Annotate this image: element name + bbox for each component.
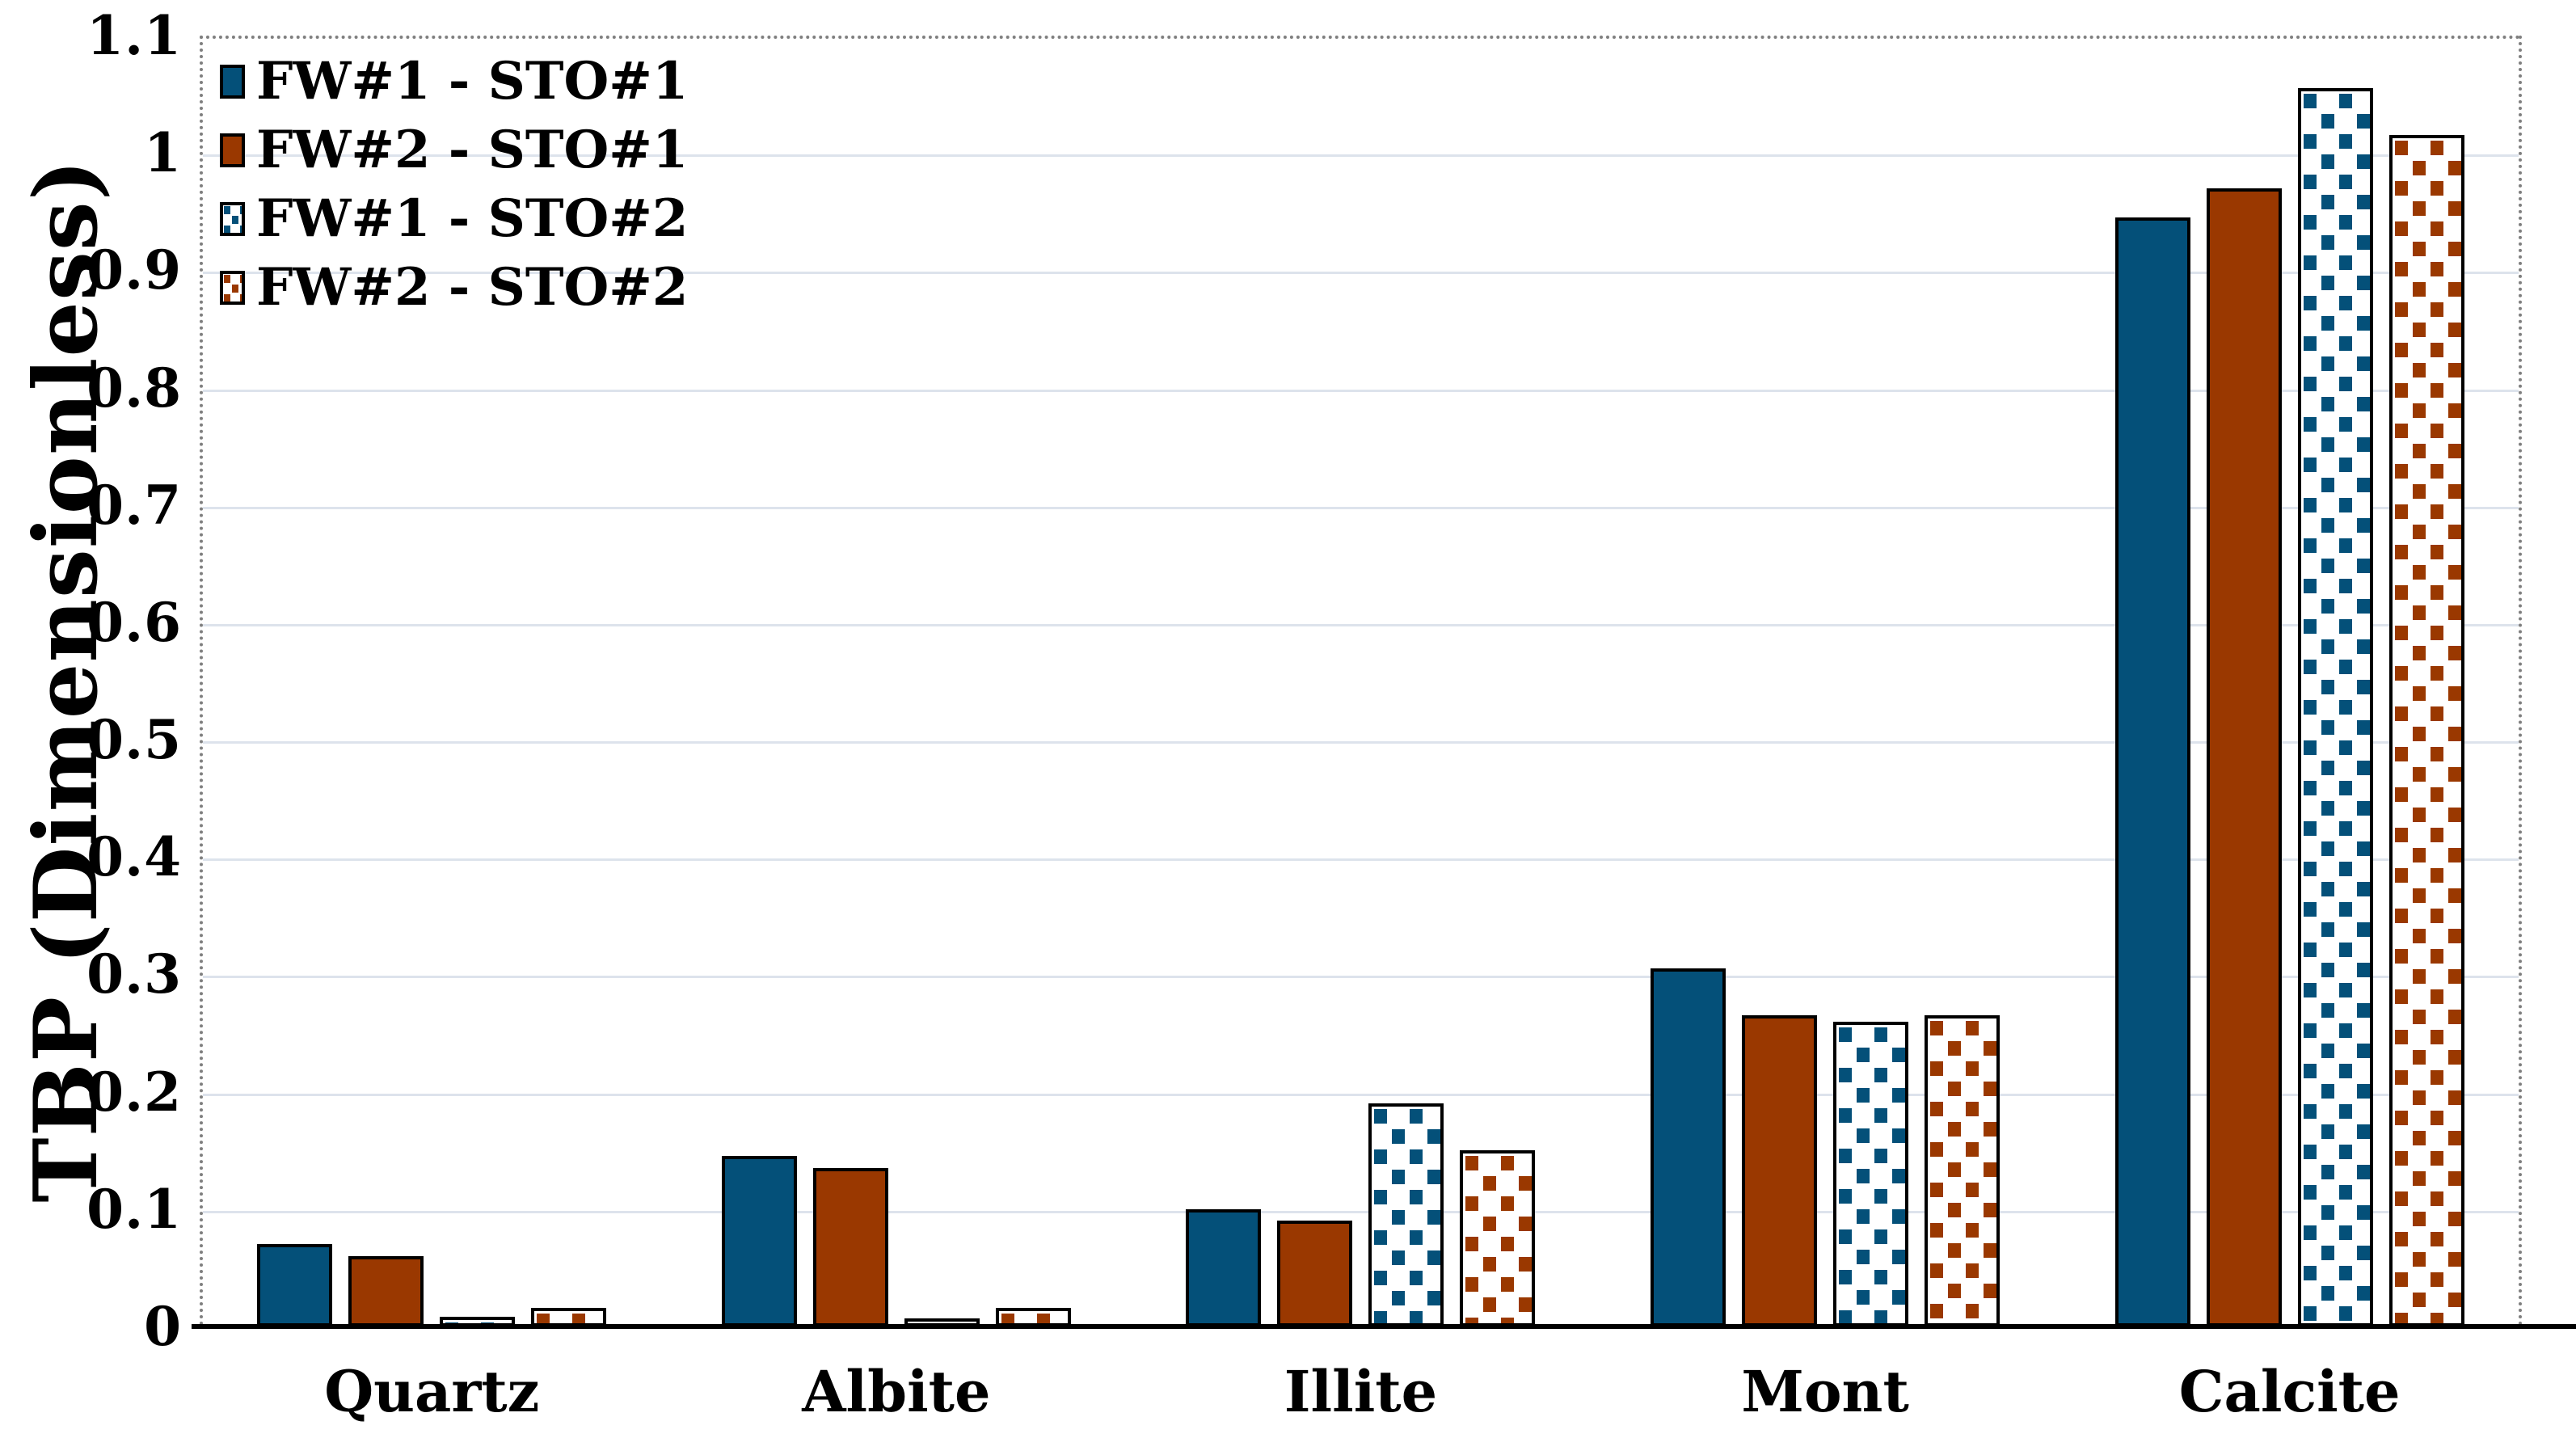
bar-fw-2-sto-2-quartz (531, 1308, 607, 1326)
y-tick-label: 1 (144, 121, 182, 185)
category-label-illite: Illite (1284, 1358, 1438, 1425)
bar-fw-2-sto-1-illite (1277, 1221, 1353, 1326)
gridline (203, 154, 2519, 158)
gridline (203, 858, 2519, 862)
legend-swatch-solid (220, 133, 245, 167)
bar-fw-1-sto-1-quartz (257, 1244, 333, 1326)
bar-group-albite (664, 36, 1129, 1326)
category-label-calcite: Calcite (2178, 1358, 2401, 1425)
y-axis-title: TBP (Dimensionless) (15, 158, 117, 1203)
category-label-mont: Mont (1741, 1358, 1909, 1425)
bar-groups (200, 36, 2522, 1326)
y-tick-label: 0.3 (86, 943, 182, 1006)
gridline (203, 389, 2519, 392)
bar-fw-1-sto-2-calcite (2297, 88, 2373, 1326)
bars (1651, 968, 2001, 1326)
y-tick-label: 0.6 (86, 590, 182, 654)
gridline (203, 1210, 2519, 1213)
bar-fw-1-sto-1-calcite (2114, 217, 2190, 1326)
y-tick-label: 0.7 (86, 473, 182, 537)
bar-group-calcite (2057, 36, 2522, 1326)
legend-label: FW#1 - STO#2 (256, 188, 689, 249)
bar-fw-1-sto-1-mont (1651, 968, 1726, 1326)
legend-label: FW#2 - STO#2 (256, 257, 689, 318)
category-label-quartz: Quartz (324, 1358, 540, 1425)
bar-fw-1-sto-2-illite (1368, 1103, 1444, 1326)
y-tick-label: 0 (144, 1295, 182, 1358)
bar-fw-2-sto-1-calcite (2206, 188, 2282, 1326)
bar-fw-2-sto-2-calcite (2388, 135, 2464, 1326)
y-tick-label: 0.1 (86, 1177, 182, 1241)
gridline (203, 623, 2519, 626)
bar-fw-2-sto-2-illite (1460, 1150, 1536, 1326)
plot-area (200, 36, 2522, 1326)
bar-group-mont (1593, 36, 2058, 1326)
bars (2114, 88, 2464, 1326)
bar-group-illite (1128, 36, 1593, 1326)
bar-fw-1-sto-1-illite (1186, 1209, 1262, 1326)
bars (257, 1244, 607, 1326)
gridline (203, 741, 2519, 744)
bar-fw-2-sto-2-albite (995, 1308, 1071, 1326)
y-tick-label: 0.5 (86, 708, 182, 772)
legend-swatch-dotted (220, 270, 245, 305)
y-tick-label: 0.8 (86, 356, 182, 420)
gridline (203, 272, 2519, 275)
legend-item: FW#1 - STO#2 (220, 184, 688, 253)
y-tick-label: 0.2 (86, 1060, 182, 1124)
legend-swatch-solid (220, 64, 245, 99)
gridline (203, 976, 2519, 979)
y-tick-label: 1.1 (86, 4, 182, 67)
legend: FW#1 - STO#1 FW#2 - STO#1 FW#1 - STO#2 FW#2… (220, 47, 688, 322)
y-tick-label: 0.4 (86, 825, 182, 889)
bar-fw-2-sto-2-mont (1925, 1015, 2001, 1326)
legend-item: FW#1 - STO#1 (220, 47, 688, 116)
bars (1186, 1103, 1536, 1326)
x-axis-category-labels: Quartz Albite Illite Mont Calcite (200, 1352, 2522, 1432)
gridline (203, 1093, 2519, 1096)
bars (721, 1156, 1071, 1326)
legend-item: FW#2 - STO#2 (220, 253, 688, 322)
bar-fw-2-sto-1-quartz (348, 1256, 424, 1326)
legend-swatch-dotted (220, 201, 245, 236)
bar-fw-1-sto-1-albite (721, 1156, 797, 1326)
y-tick-label: 0.9 (86, 238, 182, 302)
legend-label: FW#2 - STO#1 (256, 120, 689, 180)
category-label-albite: Albite (802, 1358, 991, 1425)
legend-item: FW#2 - STO#1 (220, 116, 688, 184)
legend-label: FW#1 - STO#1 (256, 51, 689, 112)
bar-fw-2-sto-1-mont (1742, 1015, 1818, 1326)
gridline (203, 506, 2519, 509)
bar-fw-2-sto-1-albite (812, 1168, 888, 1326)
bar-fw-1-sto-2-mont (1833, 1022, 1909, 1326)
x-axis-line (192, 1324, 2576, 1329)
